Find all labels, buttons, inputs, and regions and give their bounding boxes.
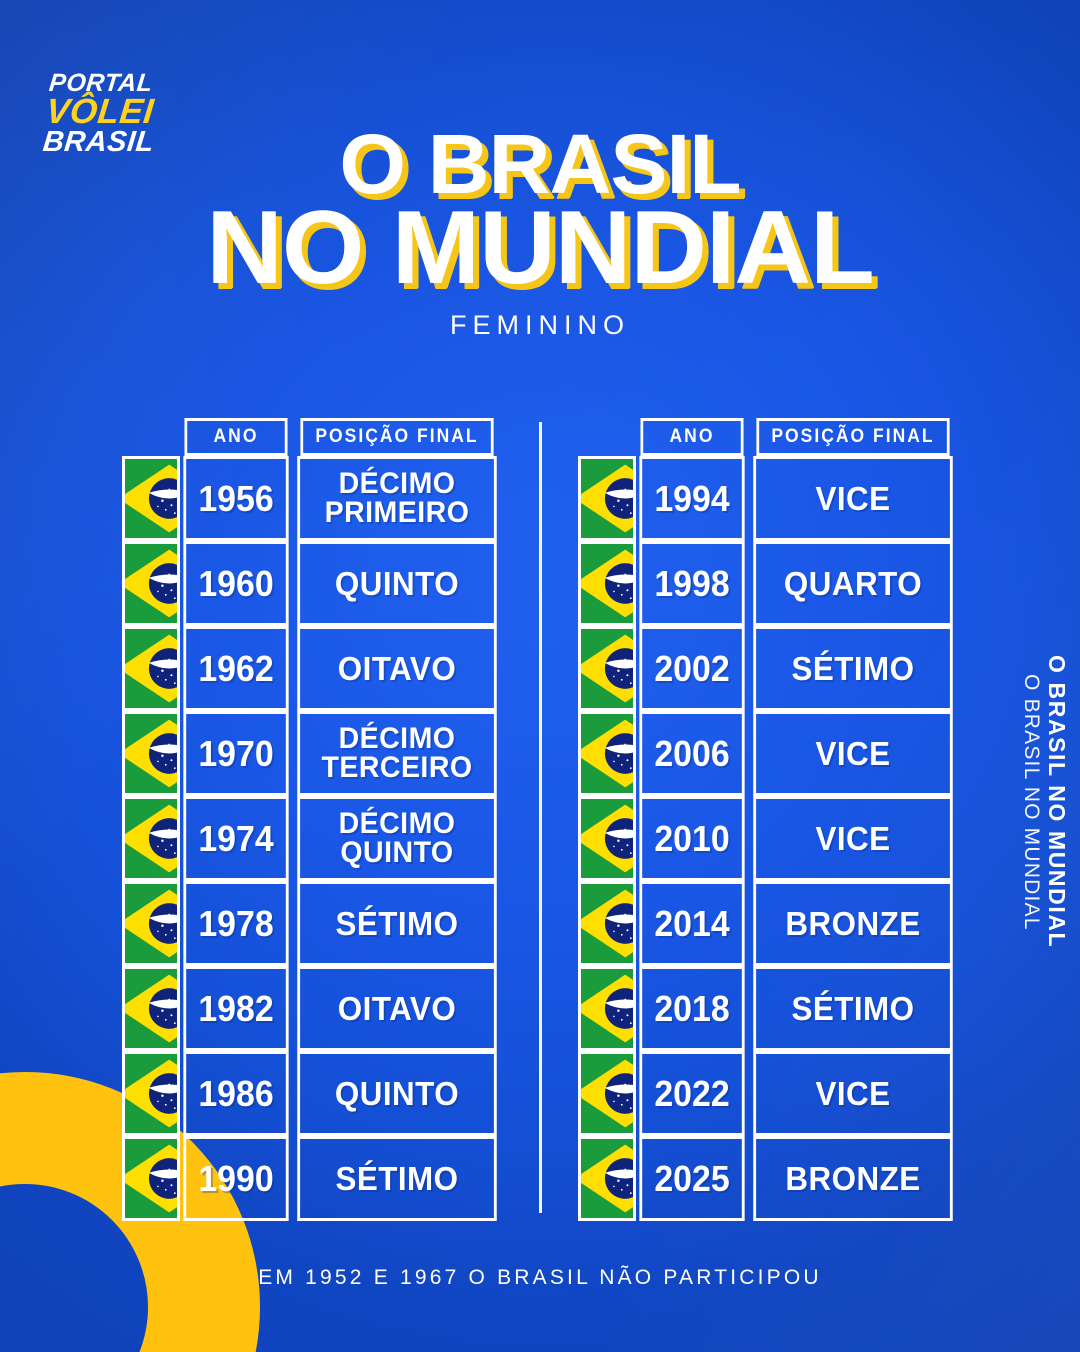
cell-year: 2014 (639, 881, 745, 966)
tables-container: ANO POSIÇÃO FINAL (0, 418, 1080, 1221)
header-flag-spacer (124, 418, 177, 456)
table-row: 1974 DÉCIMO QUINTO (122, 796, 502, 881)
cell-position: OITAVO (297, 966, 497, 1051)
title-block: O BRASIL NO MUNDIAL FEMININO (0, 117, 1080, 341)
brazil-flag-icon (122, 541, 180, 626)
brazil-flag-icon (578, 541, 636, 626)
table-row: 1962 OITAVO (122, 626, 502, 711)
table-row: 1998 QUARTO (578, 541, 958, 626)
cell-position: VICE (753, 456, 953, 541)
header-ano: ANO (184, 418, 288, 456)
page-title-line-1: O BRASIL (339, 117, 741, 211)
table-row: 1970 DÉCIMO TERCEIRO (122, 711, 502, 796)
table-row: 2022 VICE (578, 1051, 958, 1136)
cell-year: 2018 (639, 966, 745, 1051)
brazil-flag-icon (578, 1051, 636, 1136)
cell-year: 1970 (183, 711, 289, 796)
brazil-flag-icon (122, 966, 180, 1051)
brazil-flag-icon (578, 626, 636, 711)
cell-position: OITAVO (297, 626, 497, 711)
brazil-flag-icon (122, 626, 180, 711)
table-row: 2002 SÉTIMO (578, 626, 958, 711)
cell-year: 2010 (639, 796, 745, 881)
cell-position: DÉCIMO TERCEIRO (297, 711, 497, 796)
table-row: 1982 OITAVO (122, 966, 502, 1051)
table-row: 2018 SÉTIMO (578, 966, 958, 1051)
cell-year: 1974 (183, 796, 289, 881)
table-row: 1960 QUINTO (122, 541, 502, 626)
cell-year: 1998 (639, 541, 745, 626)
brazil-flag-icon (578, 1136, 636, 1221)
cell-year: 1956 (183, 456, 289, 541)
brazil-flag-icon (578, 881, 636, 966)
cell-year: 1982 (183, 966, 289, 1051)
cell-position: VICE (753, 1051, 953, 1136)
cell-year: 2025 (639, 1136, 745, 1221)
cell-year: 1960 (183, 541, 289, 626)
table-row: 1986 QUINTO (122, 1051, 502, 1136)
brazil-flag-icon (122, 456, 180, 541)
cell-position: QUINTO (297, 1051, 497, 1136)
header-posicao: POSIÇÃO FINAL (756, 418, 950, 456)
cell-position: SÉTIMO (297, 1136, 497, 1221)
brazil-flag-icon (578, 711, 636, 796)
cell-position: QUINTO (297, 541, 497, 626)
cell-position: QUARTO (753, 541, 953, 626)
cell-year: 1978 (183, 881, 289, 966)
cell-position: BRONZE (753, 1136, 953, 1221)
right-results-table: ANO POSIÇÃO FINAL (578, 418, 958, 1221)
side-text-item: O BRASIL NO MUNDIAL (1024, 673, 1043, 931)
cell-position: SÉTIMO (297, 881, 497, 966)
cell-position: SÉTIMO (753, 626, 953, 711)
header-posicao: POSIÇÃO FINAL (300, 418, 494, 456)
table-row: 2025 BRONZE (578, 1136, 958, 1221)
left-results-table: ANO POSIÇÃO FINAL (122, 418, 502, 1221)
cell-position: DÉCIMO QUINTO (297, 796, 497, 881)
cell-year: 1962 (183, 626, 289, 711)
cell-position: VICE (753, 796, 953, 881)
brazil-flag-icon (578, 456, 636, 541)
cell-position: VICE (753, 711, 953, 796)
footer-note: EM 1952 E 1967 O BRASIL NÃO PARTICIPOU (258, 1266, 822, 1289)
left-table-column: ANO POSIÇÃO FINAL (122, 418, 502, 1221)
cell-year: 1986 (183, 1051, 289, 1136)
brazil-flag-icon (122, 1136, 180, 1221)
cell-position: DÉCIMO PRIMEIRO (297, 456, 497, 541)
table-row: 1956 DÉCIMO PRIMEIRO (122, 456, 502, 541)
tables-divider (502, 418, 578, 1221)
table-row: 2014 BRONZE (578, 881, 958, 966)
brazil-flag-icon (122, 1051, 180, 1136)
page-subtitle: FEMININO (450, 309, 630, 340)
table-row: 2006 VICE (578, 711, 958, 796)
cell-year: 2002 (639, 626, 745, 711)
header-ano: ANO (640, 418, 744, 456)
cell-year: 2006 (639, 711, 745, 796)
table-header-row: ANO POSIÇÃO FINAL (578, 418, 958, 456)
vertical-side-text: O BRASIL NO MUNDIAL O BRASIL NO MUNDIAL … (1024, 352, 1070, 1252)
brazil-flag-icon (578, 966, 636, 1051)
table-header-row: ANO POSIÇÃO FINAL (122, 418, 502, 456)
page-title-line-2: NO MUNDIAL (206, 190, 874, 307)
table-row: 1994 VICE (578, 456, 958, 541)
table-row: 1978 SÉTIMO (122, 881, 502, 966)
divider-line (538, 422, 542, 1213)
brazil-flag-icon (122, 796, 180, 881)
header-flag-spacer (580, 418, 633, 456)
cell-position: BRONZE (753, 881, 953, 966)
cell-position: SÉTIMO (753, 966, 953, 1051)
cell-year: 2022 (639, 1051, 745, 1136)
brazil-flag-icon (122, 881, 180, 966)
brazil-flag-icon (122, 711, 180, 796)
brazil-flag-icon (578, 796, 636, 881)
table-row: 2010 VICE (578, 796, 958, 881)
cell-year: 1994 (639, 456, 745, 541)
table-row: 1990 SÉTIMO (122, 1136, 502, 1221)
cell-year: 1990 (183, 1136, 289, 1221)
side-text-item: O BRASIL NO MUNDIAL (1044, 655, 1070, 949)
right-table-column: ANO POSIÇÃO FINAL (578, 418, 958, 1221)
logo-line-volei: VÔLEI (44, 92, 156, 131)
